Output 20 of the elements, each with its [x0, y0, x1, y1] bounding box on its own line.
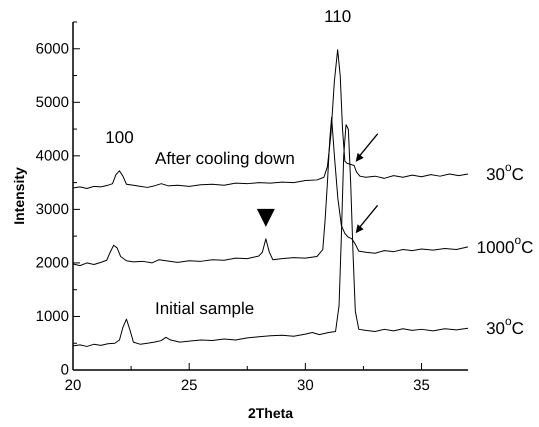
x-tick-label: 35 — [413, 377, 430, 394]
x-axis-title: 2Theta — [248, 405, 294, 421]
y-tick-label: 6000 — [36, 40, 69, 58]
x-tick-label: 30 — [297, 377, 314, 394]
y-tick-label: 0 — [60, 362, 69, 378]
y-tick-label: 1000 — [36, 308, 69, 325]
annotation: 110 — [324, 6, 352, 26]
series-label: 30$^{o}$C — [486, 160, 524, 184]
annotation: Initial sample — [155, 298, 254, 318]
y-tick-label: 5000 — [36, 94, 69, 111]
x-tick-label: 20 — [64, 377, 82, 394]
y-axis-title: Intensity — [11, 167, 27, 225]
x-tick-label: 25 — [180, 377, 198, 394]
y-tick-label: 4000 — [36, 147, 69, 164]
annotation: 100 — [105, 128, 134, 147]
y-tick-label: 2000 — [36, 254, 69, 272]
annotation: After cooling down — [155, 148, 295, 168]
y-tick-label: 3000 — [36, 200, 69, 218]
series-label: 30$^{o}$C — [486, 314, 524, 338]
series-label: 1000$^{o}$C — [476, 232, 534, 256]
